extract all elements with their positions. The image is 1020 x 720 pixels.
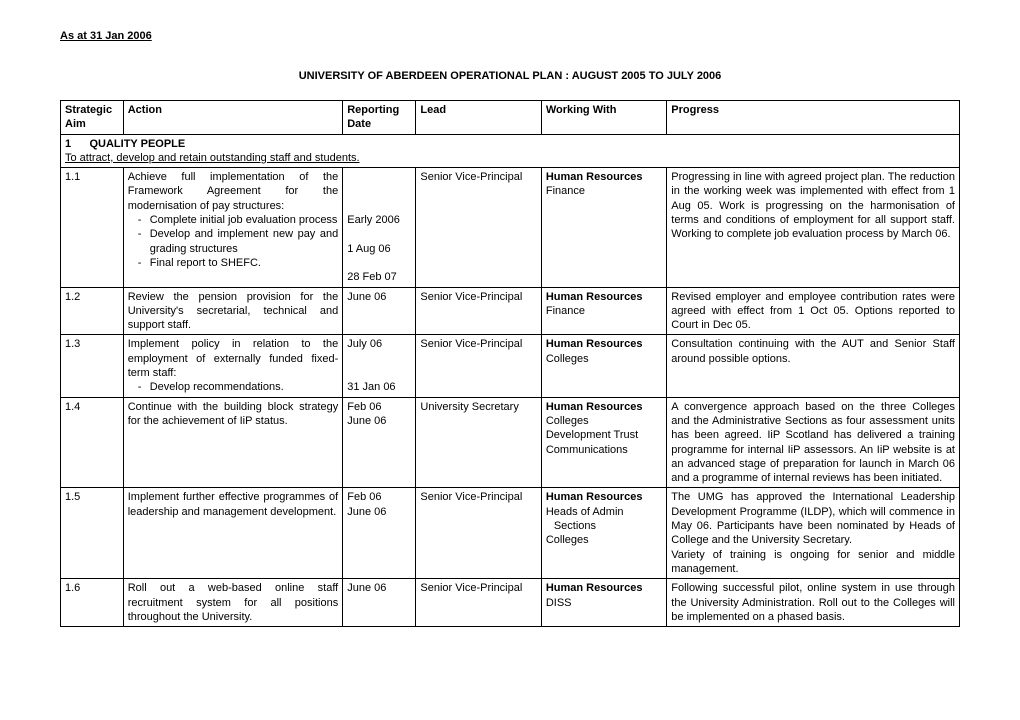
with-item: Finance: [546, 185, 585, 197]
with-cell: Human Resources Heads of Admin Sections …: [541, 488, 666, 579]
with-item: Finance: [546, 305, 585, 317]
action-bullet: Final report to SHEFC.: [138, 256, 339, 270]
lead-cell: Senior Vice-Principal: [416, 287, 541, 335]
with-bold: Human Resources: [546, 338, 643, 350]
table-row: 1.5 Implement further effective programm…: [61, 488, 960, 579]
header-aim: Strategic Aim: [61, 101, 124, 135]
with-bold: Human Resources: [546, 582, 643, 594]
with-cell: Human Resources Finance: [541, 287, 666, 335]
action-intro: Achieve full implementation of the Frame…: [128, 171, 339, 212]
date-value: 31 Jan 06: [347, 381, 395, 393]
lead-cell: University Secretary: [416, 397, 541, 488]
progress-cell: Consultation continuing with the AUT and…: [667, 335, 960, 397]
progress-p2: Variety of training is ongoing for senio…: [671, 549, 955, 575]
action-intro: Implement policy in relation to the empl…: [128, 338, 339, 379]
with-item: Colleges: [546, 353, 589, 365]
aim-cell: 1.2: [61, 287, 124, 335]
date-value: June 06: [347, 415, 386, 427]
with-cell: Human Resources Finance: [541, 168, 666, 287]
action-cell: Achieve full implementation of the Frame…: [123, 168, 343, 287]
with-bold: Human Resources: [546, 291, 643, 303]
section-row: 1 QUALITY PEOPLE To attract, develop and…: [61, 134, 960, 168]
as-at-date: As at 31 Jan 2006: [60, 30, 960, 42]
date-cell: July 06 31 Jan 06: [343, 335, 416, 397]
with-item: Colleges: [546, 415, 589, 427]
header-date: Reporting Date: [343, 101, 416, 135]
action-cell: Roll out a web-based online staff recrui…: [123, 579, 343, 627]
date-value: Feb 06: [347, 491, 381, 503]
section-number: 1: [65, 138, 71, 150]
progress-cell: A convergence approach based on the thre…: [667, 397, 960, 488]
date-cell: June 06: [343, 287, 416, 335]
lead-cell: Senior Vice-Principal: [416, 488, 541, 579]
with-item: Communications: [546, 444, 628, 456]
section-title: QUALITY PEOPLE: [89, 138, 185, 150]
date-value: July 06: [347, 338, 382, 350]
date-cell: June 06: [343, 579, 416, 627]
action-bullet: Develop and implement new pay and gradin…: [138, 227, 339, 256]
aim-cell: 1.6: [61, 579, 124, 627]
lead-cell: Senior Vice-Principal: [416, 168, 541, 287]
table-row: 1.4 Continue with the building block str…: [61, 397, 960, 488]
with-item: Development Trust: [546, 429, 638, 441]
lead-cell: Senior Vice-Principal: [416, 579, 541, 627]
date-cell: Feb 06 June 06: [343, 488, 416, 579]
page-title: UNIVERSITY OF ABERDEEN OPERATIONAL PLAN …: [60, 70, 960, 82]
with-cell: Human Resources DISS: [541, 579, 666, 627]
with-item: DISS: [546, 597, 572, 609]
lead-cell: Senior Vice-Principal: [416, 335, 541, 397]
date-value: 28 Feb 07: [347, 271, 397, 283]
table-row: 1.6 Roll out a web-based online staff re…: [61, 579, 960, 627]
date-value: Feb 06: [347, 401, 381, 413]
table-header-row: Strategic Aim Action Reporting Date Lead…: [61, 101, 960, 135]
action-bullet: Complete initial job evaluation process: [138, 213, 339, 227]
aim-cell: 1.3: [61, 335, 124, 397]
date-value: June 06: [347, 506, 386, 518]
aim-cell: 1.4: [61, 397, 124, 488]
with-cell: Human Resources Colleges: [541, 335, 666, 397]
header-lead: Lead: [416, 101, 541, 135]
header-progress: Progress: [667, 101, 960, 135]
date-cell: Feb 06 June 06: [343, 397, 416, 488]
action-cell: Implement policy in relation to the empl…: [123, 335, 343, 397]
operational-plan-table: Strategic Aim Action Reporting Date Lead…: [60, 100, 960, 627]
date-value: 1 Aug 06: [347, 243, 390, 255]
action-cell: Continue with the building block strateg…: [123, 397, 343, 488]
date-cell: Early 2006 1 Aug 06 28 Feb 07: [343, 168, 416, 287]
action-bullet: Develop recommendations.: [138, 380, 339, 394]
progress-cell: Progressing in line with agreed project …: [667, 168, 960, 287]
with-cell: Human Resources Colleges Development Tru…: [541, 397, 666, 488]
action-cell: Review the pension provision for the Uni…: [123, 287, 343, 335]
with-item: Colleges: [546, 534, 589, 546]
with-bold: Human Resources: [546, 491, 643, 503]
with-bold: Human Resources: [546, 401, 643, 413]
header-action: Action: [123, 101, 343, 135]
progress-p1: The UMG has approved the International L…: [671, 491, 955, 546]
section-subtitle: To attract, develop and retain outstandi…: [65, 152, 360, 164]
with-item: Heads of Admin Sections: [546, 505, 662, 534]
table-row: 1.3 Implement policy in relation to the …: [61, 335, 960, 397]
progress-cell: Following successful pilot, online syste…: [667, 579, 960, 627]
header-with: Working With: [541, 101, 666, 135]
aim-cell: 1.5: [61, 488, 124, 579]
table-row: 1.2 Review the pension provision for the…: [61, 287, 960, 335]
aim-cell: 1.1: [61, 168, 124, 287]
with-bold: Human Resources: [546, 171, 643, 183]
table-row: 1.1 Achieve full implementation of the F…: [61, 168, 960, 287]
action-cell: Implement further effective programmes o…: [123, 488, 343, 579]
progress-cell: Revised employer and employee contributi…: [667, 287, 960, 335]
date-value: Early 2006: [347, 214, 400, 226]
section-cell: 1 QUALITY PEOPLE To attract, develop and…: [61, 134, 960, 168]
progress-cell: The UMG has approved the International L…: [667, 488, 960, 579]
